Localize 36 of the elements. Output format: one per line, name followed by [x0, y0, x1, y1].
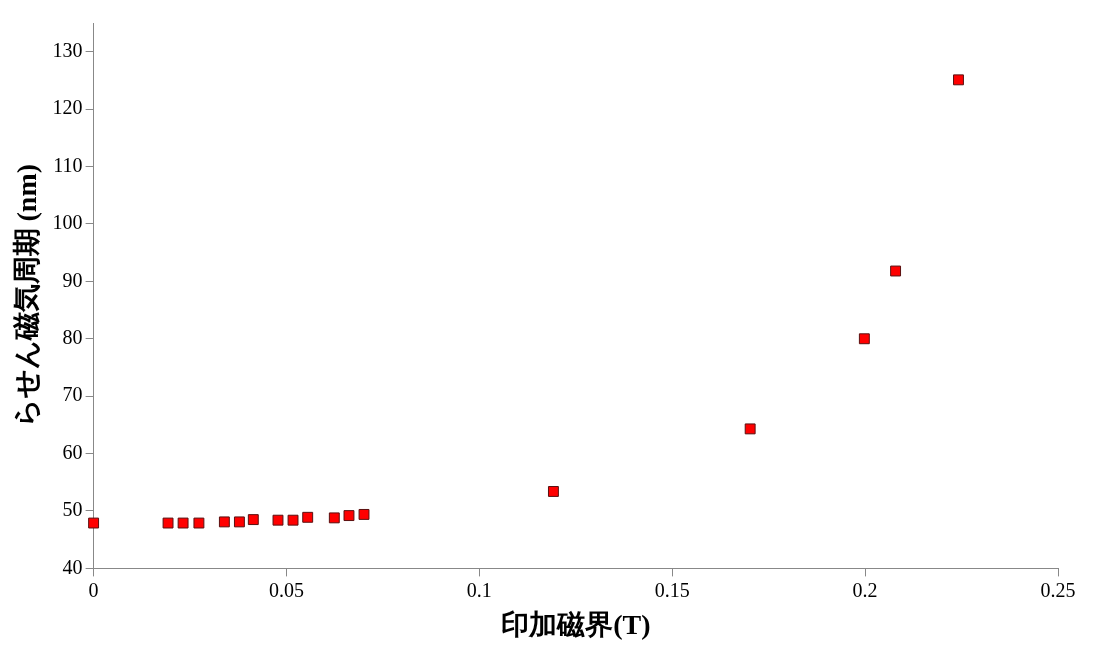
point [744, 423, 756, 435]
point [272, 514, 284, 526]
y-tick-label: 50 [62, 498, 83, 521]
y-tick-label: 40 [62, 555, 83, 578]
point [343, 510, 355, 522]
point [162, 517, 174, 529]
y-axis-title: らせん磁気周期 (nm) [11, 163, 43, 428]
point [953, 74, 964, 86]
point [233, 516, 245, 528]
y-tick-label: 130 [52, 38, 83, 61]
y-tick-label: 80 [62, 326, 83, 349]
y-tick-label: 110 [53, 153, 83, 176]
x-axis-title: 印加磁界(T) [501, 609, 651, 641]
y-tick-label: 120 [52, 96, 83, 119]
point [287, 514, 299, 526]
point [328, 512, 340, 524]
x-tick-label: 0.25 [1040, 578, 1076, 601]
x-tick-label: 0.15 [654, 578, 690, 601]
point [302, 511, 314, 523]
y-tick-label: 60 [62, 440, 83, 463]
y-tick-label: 70 [62, 383, 83, 406]
y-tick-label: 100 [52, 211, 83, 234]
point [890, 265, 902, 277]
point [218, 516, 230, 528]
point [358, 508, 370, 520]
x-tick-label: 0.05 [268, 578, 304, 601]
point [247, 514, 259, 526]
point [177, 517, 189, 529]
point [858, 333, 870, 345]
y-tick-label: 90 [62, 268, 83, 291]
x-tick-label: 0 [88, 578, 99, 601]
point [193, 517, 205, 529]
point [547, 486, 559, 497]
point [88, 517, 100, 529]
x-tick-label: 0.1 [466, 578, 492, 601]
x-tick-label: 0.2 [852, 578, 878, 601]
